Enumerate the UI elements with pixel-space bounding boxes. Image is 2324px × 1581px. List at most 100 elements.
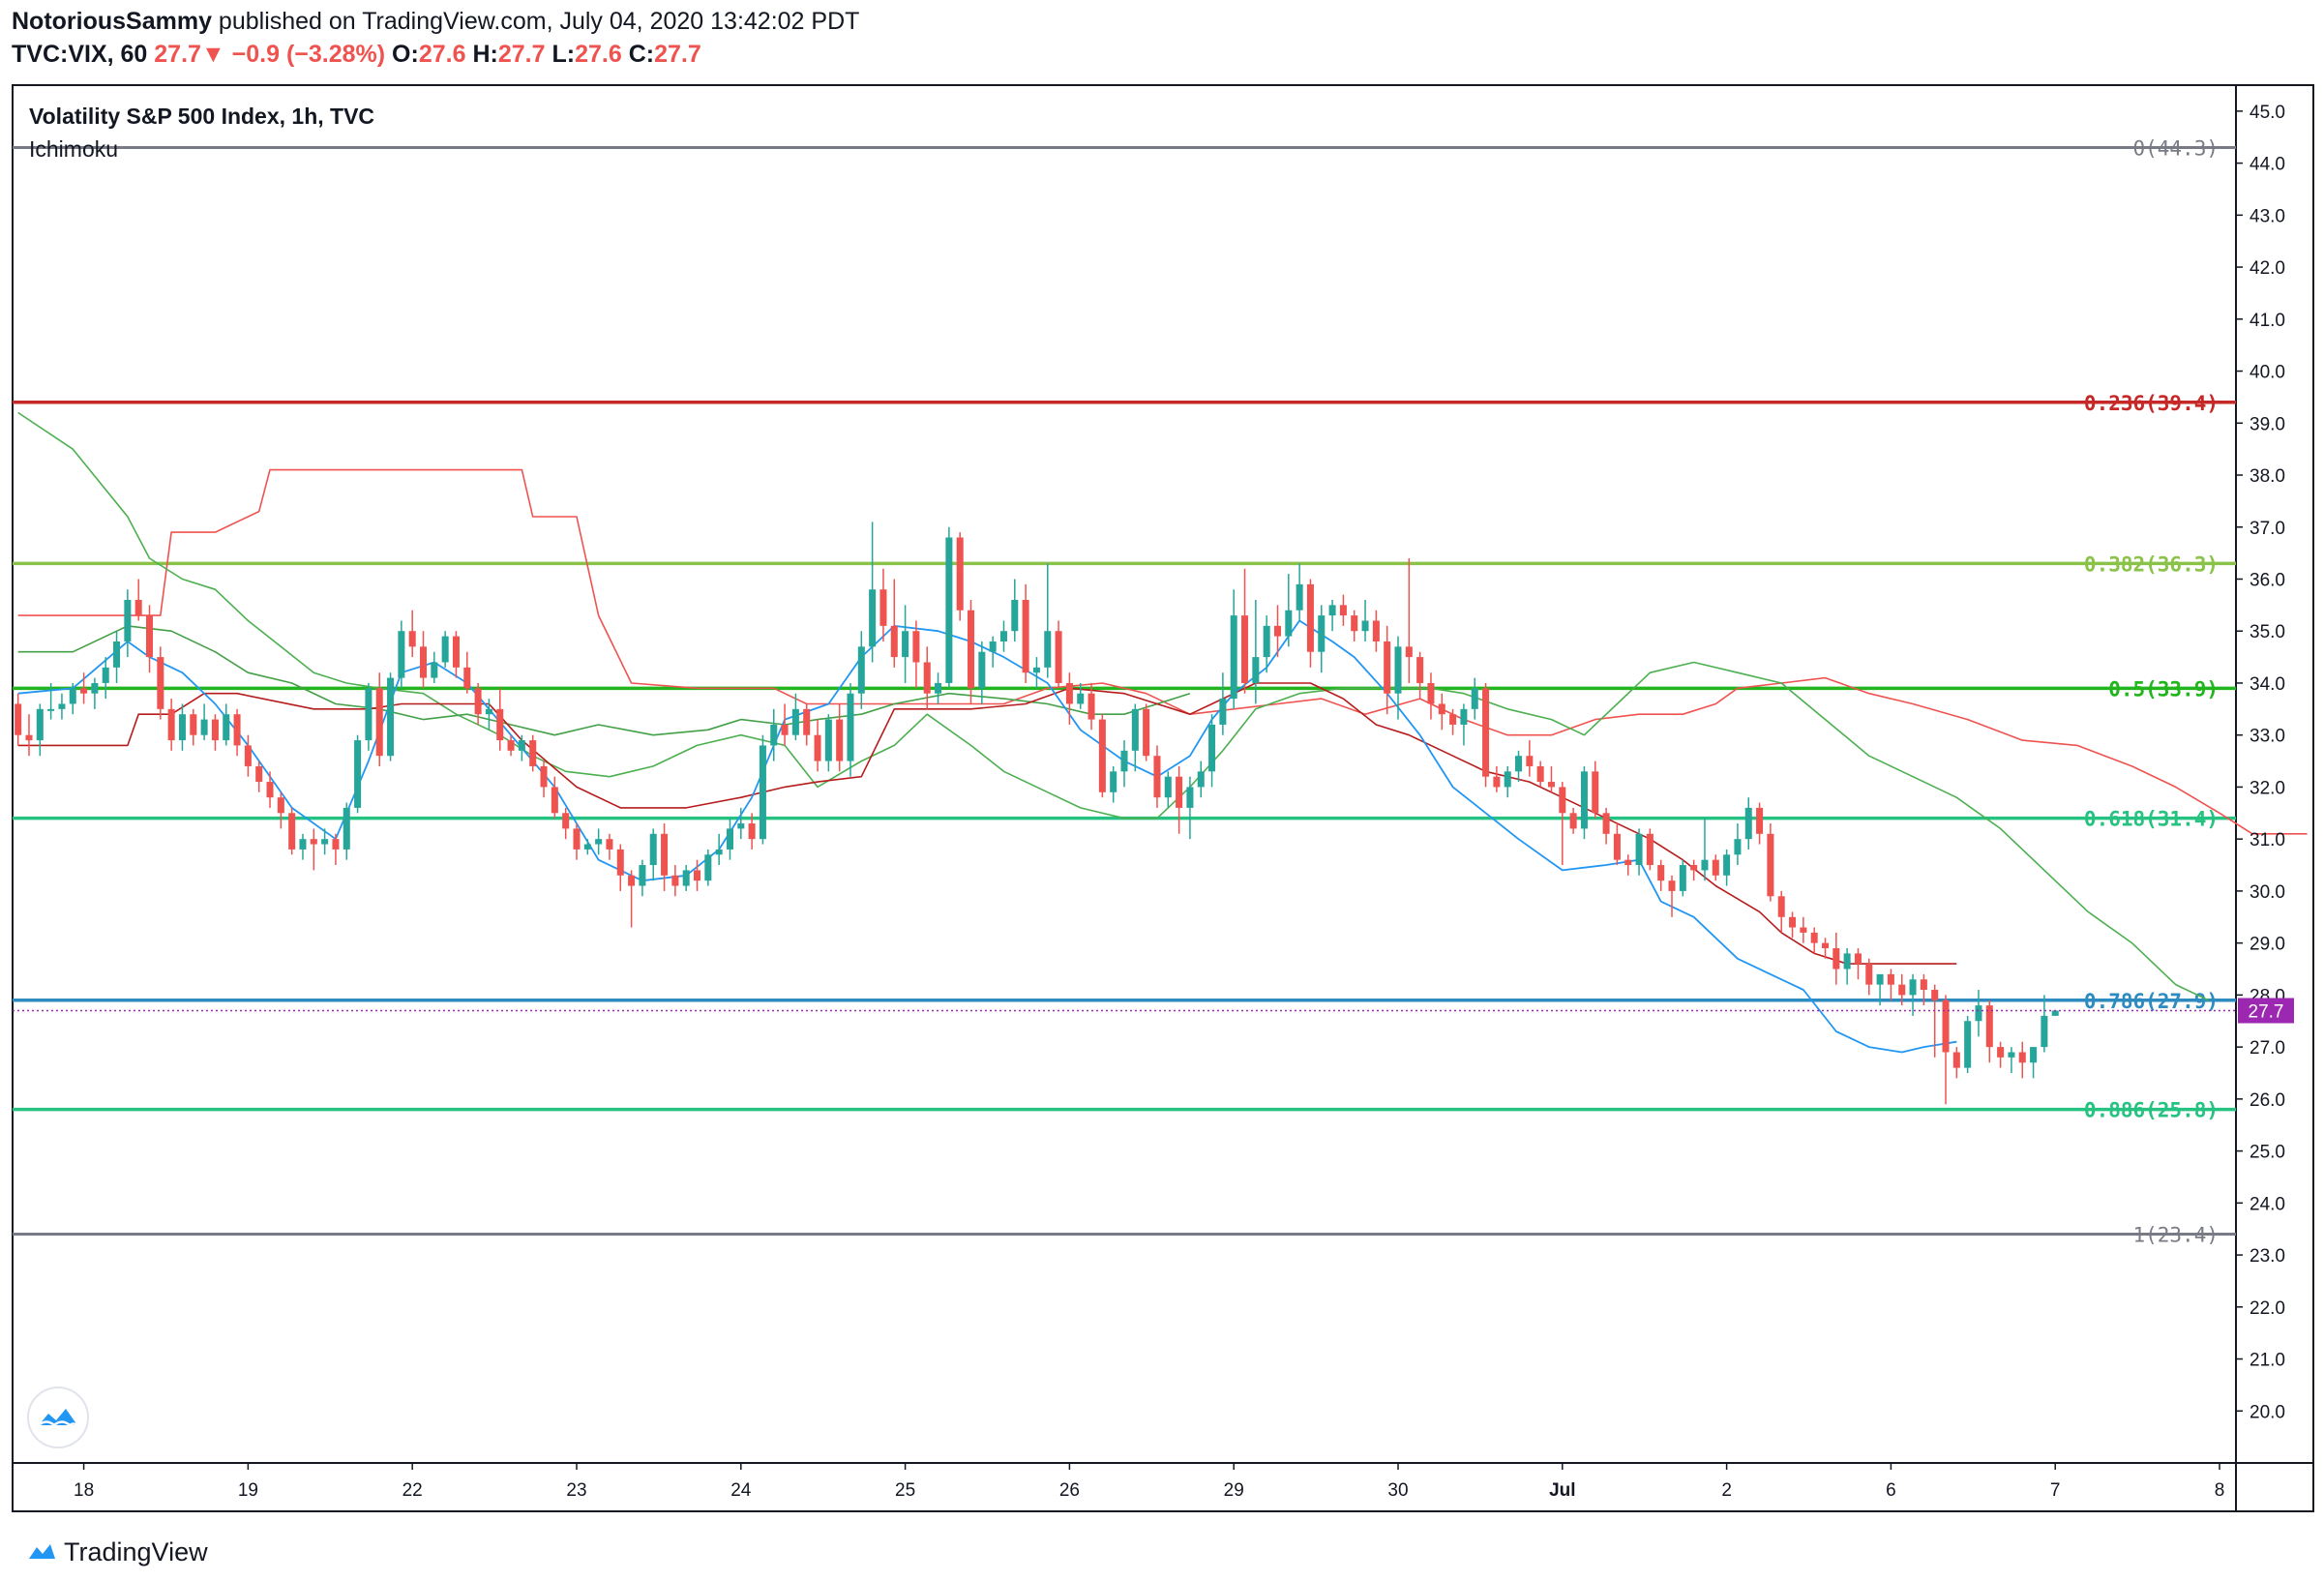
symbol-quote: TVC:VIX, 60 27.7▼ −0.9 (−3.28%) O:27.6 H… (12, 41, 701, 69)
candle-body (1493, 776, 1501, 788)
candle-body (1800, 927, 1807, 933)
candle-body (1471, 688, 1478, 709)
y-tick-label: 44.0 (2250, 155, 2285, 175)
last-price-tag-label: 27.7 (2249, 1001, 2284, 1022)
indicator-legend[interactable]: Ichimoku (29, 136, 118, 162)
y-tick-label: 24.0 (2250, 1194, 2285, 1214)
tradingview-logo-badge[interactable] (27, 1387, 89, 1448)
candle-body (1547, 782, 1555, 788)
candle-body (694, 870, 701, 881)
candle-body (1405, 646, 1413, 658)
candle-body (1909, 979, 1917, 996)
candle-body (1975, 1005, 1982, 1022)
high-label: H: (472, 41, 498, 68)
candle-body (1088, 693, 1095, 720)
candle-body (1854, 953, 1862, 965)
candle-body (431, 662, 438, 678)
candle-body (956, 537, 964, 611)
candle-body (36, 708, 44, 741)
candle-body (1361, 620, 1369, 632)
candle-body (1176, 776, 1183, 808)
fib-level-label: 0.5(33.9) (2108, 677, 2219, 701)
candle-body (529, 740, 537, 766)
candle-body (935, 682, 942, 694)
y-tick-label: 26.0 (2250, 1090, 2285, 1111)
low-label: L: (551, 41, 576, 68)
candle-body (1504, 771, 1511, 788)
candle-body (1843, 953, 1851, 969)
tradingview-cloud-icon (29, 1544, 55, 1559)
x-tick-label: 26 (1059, 1480, 1080, 1501)
candle-body (2030, 1047, 2038, 1063)
author-name[interactable]: NotoriousSammy (12, 8, 212, 35)
candle-body (902, 631, 909, 658)
footer-brand[interactable]: TradingView (27, 1533, 208, 1571)
x-tick-label: 2 (1721, 1480, 1732, 1501)
y-tick-label: 43.0 (2250, 206, 2285, 226)
y-tick-label: 29.0 (2250, 935, 2285, 955)
candle-body (1690, 865, 1698, 871)
candle-body (157, 657, 164, 709)
chart-frame (12, 84, 2314, 1512)
candle-body (255, 765, 263, 783)
candle-body (1285, 610, 1293, 637)
candle-body (1263, 625, 1270, 658)
x-tick-label: 6 (1886, 1480, 1896, 1501)
candle-body (968, 610, 975, 689)
candle-body (1351, 615, 1358, 632)
candle-body (1679, 865, 1686, 891)
candle-body (496, 708, 504, 741)
candle-body (1416, 657, 1424, 683)
price-axis[interactable]: 20.021.022.023.024.025.026.027.028.029.0… (2236, 103, 2285, 1422)
candle-body (1931, 990, 1939, 1000)
leading-span-a-line (17, 411, 2210, 1001)
last-price-tag (2238, 998, 2294, 1024)
candle-body (47, 708, 55, 711)
candle-body (1230, 615, 1237, 700)
y-tick-label: 40.0 (2250, 363, 2285, 383)
open-label: O: (392, 41, 419, 68)
candle-body (134, 599, 142, 616)
candle-body (1964, 1021, 1972, 1068)
time-axis[interactable]: 18 19 22 23 24 25 26 29 30 Jul 2 6 7 8 (74, 1463, 2224, 1501)
candle-body (879, 589, 887, 626)
chart-legend-title: Volatility S&P 500 Index, 1h, TVC (29, 104, 374, 129)
candle-body (1789, 916, 1797, 928)
candle-body (1723, 854, 1731, 876)
candle-body (551, 787, 558, 814)
y-tick-label: 33.0 (2250, 727, 2285, 747)
candle-body (452, 636, 460, 668)
candle-body (288, 813, 296, 850)
fib-level-label: 0.786(27.9) (2084, 990, 2219, 1013)
candle-body (233, 714, 241, 746)
candle-body (1427, 682, 1435, 704)
down-arrow-icon: ▼ (200, 41, 225, 68)
candle-body (1318, 615, 1326, 652)
candle-body (1153, 756, 1161, 798)
candle-body (102, 667, 109, 683)
candle-body (332, 839, 340, 850)
conversion-line (17, 619, 1957, 1054)
candle-body (463, 667, 471, 689)
candle-body (1985, 1005, 1993, 1048)
candle-body (354, 740, 362, 808)
candle-body (1219, 699, 1227, 725)
candle-body (1372, 620, 1380, 641)
candle-body (1613, 833, 1621, 860)
candle-body (616, 849, 624, 876)
fib-level-label: 0(44.3) (2132, 136, 2219, 160)
y-tick-label: 34.0 (2250, 674, 2285, 695)
candle-body (1098, 719, 1106, 792)
candle-body (824, 719, 832, 761)
candle-body (1569, 813, 1577, 829)
candle-body (1526, 756, 1534, 766)
candle-body (2041, 1015, 2048, 1048)
candle-body (737, 823, 745, 829)
candle-body (715, 849, 723, 855)
candle-body (661, 833, 669, 876)
candle-body (2018, 1052, 2026, 1063)
candle-body (606, 839, 613, 850)
candle-body (1876, 973, 1884, 985)
x-tick-label: 23 (566, 1480, 586, 1501)
